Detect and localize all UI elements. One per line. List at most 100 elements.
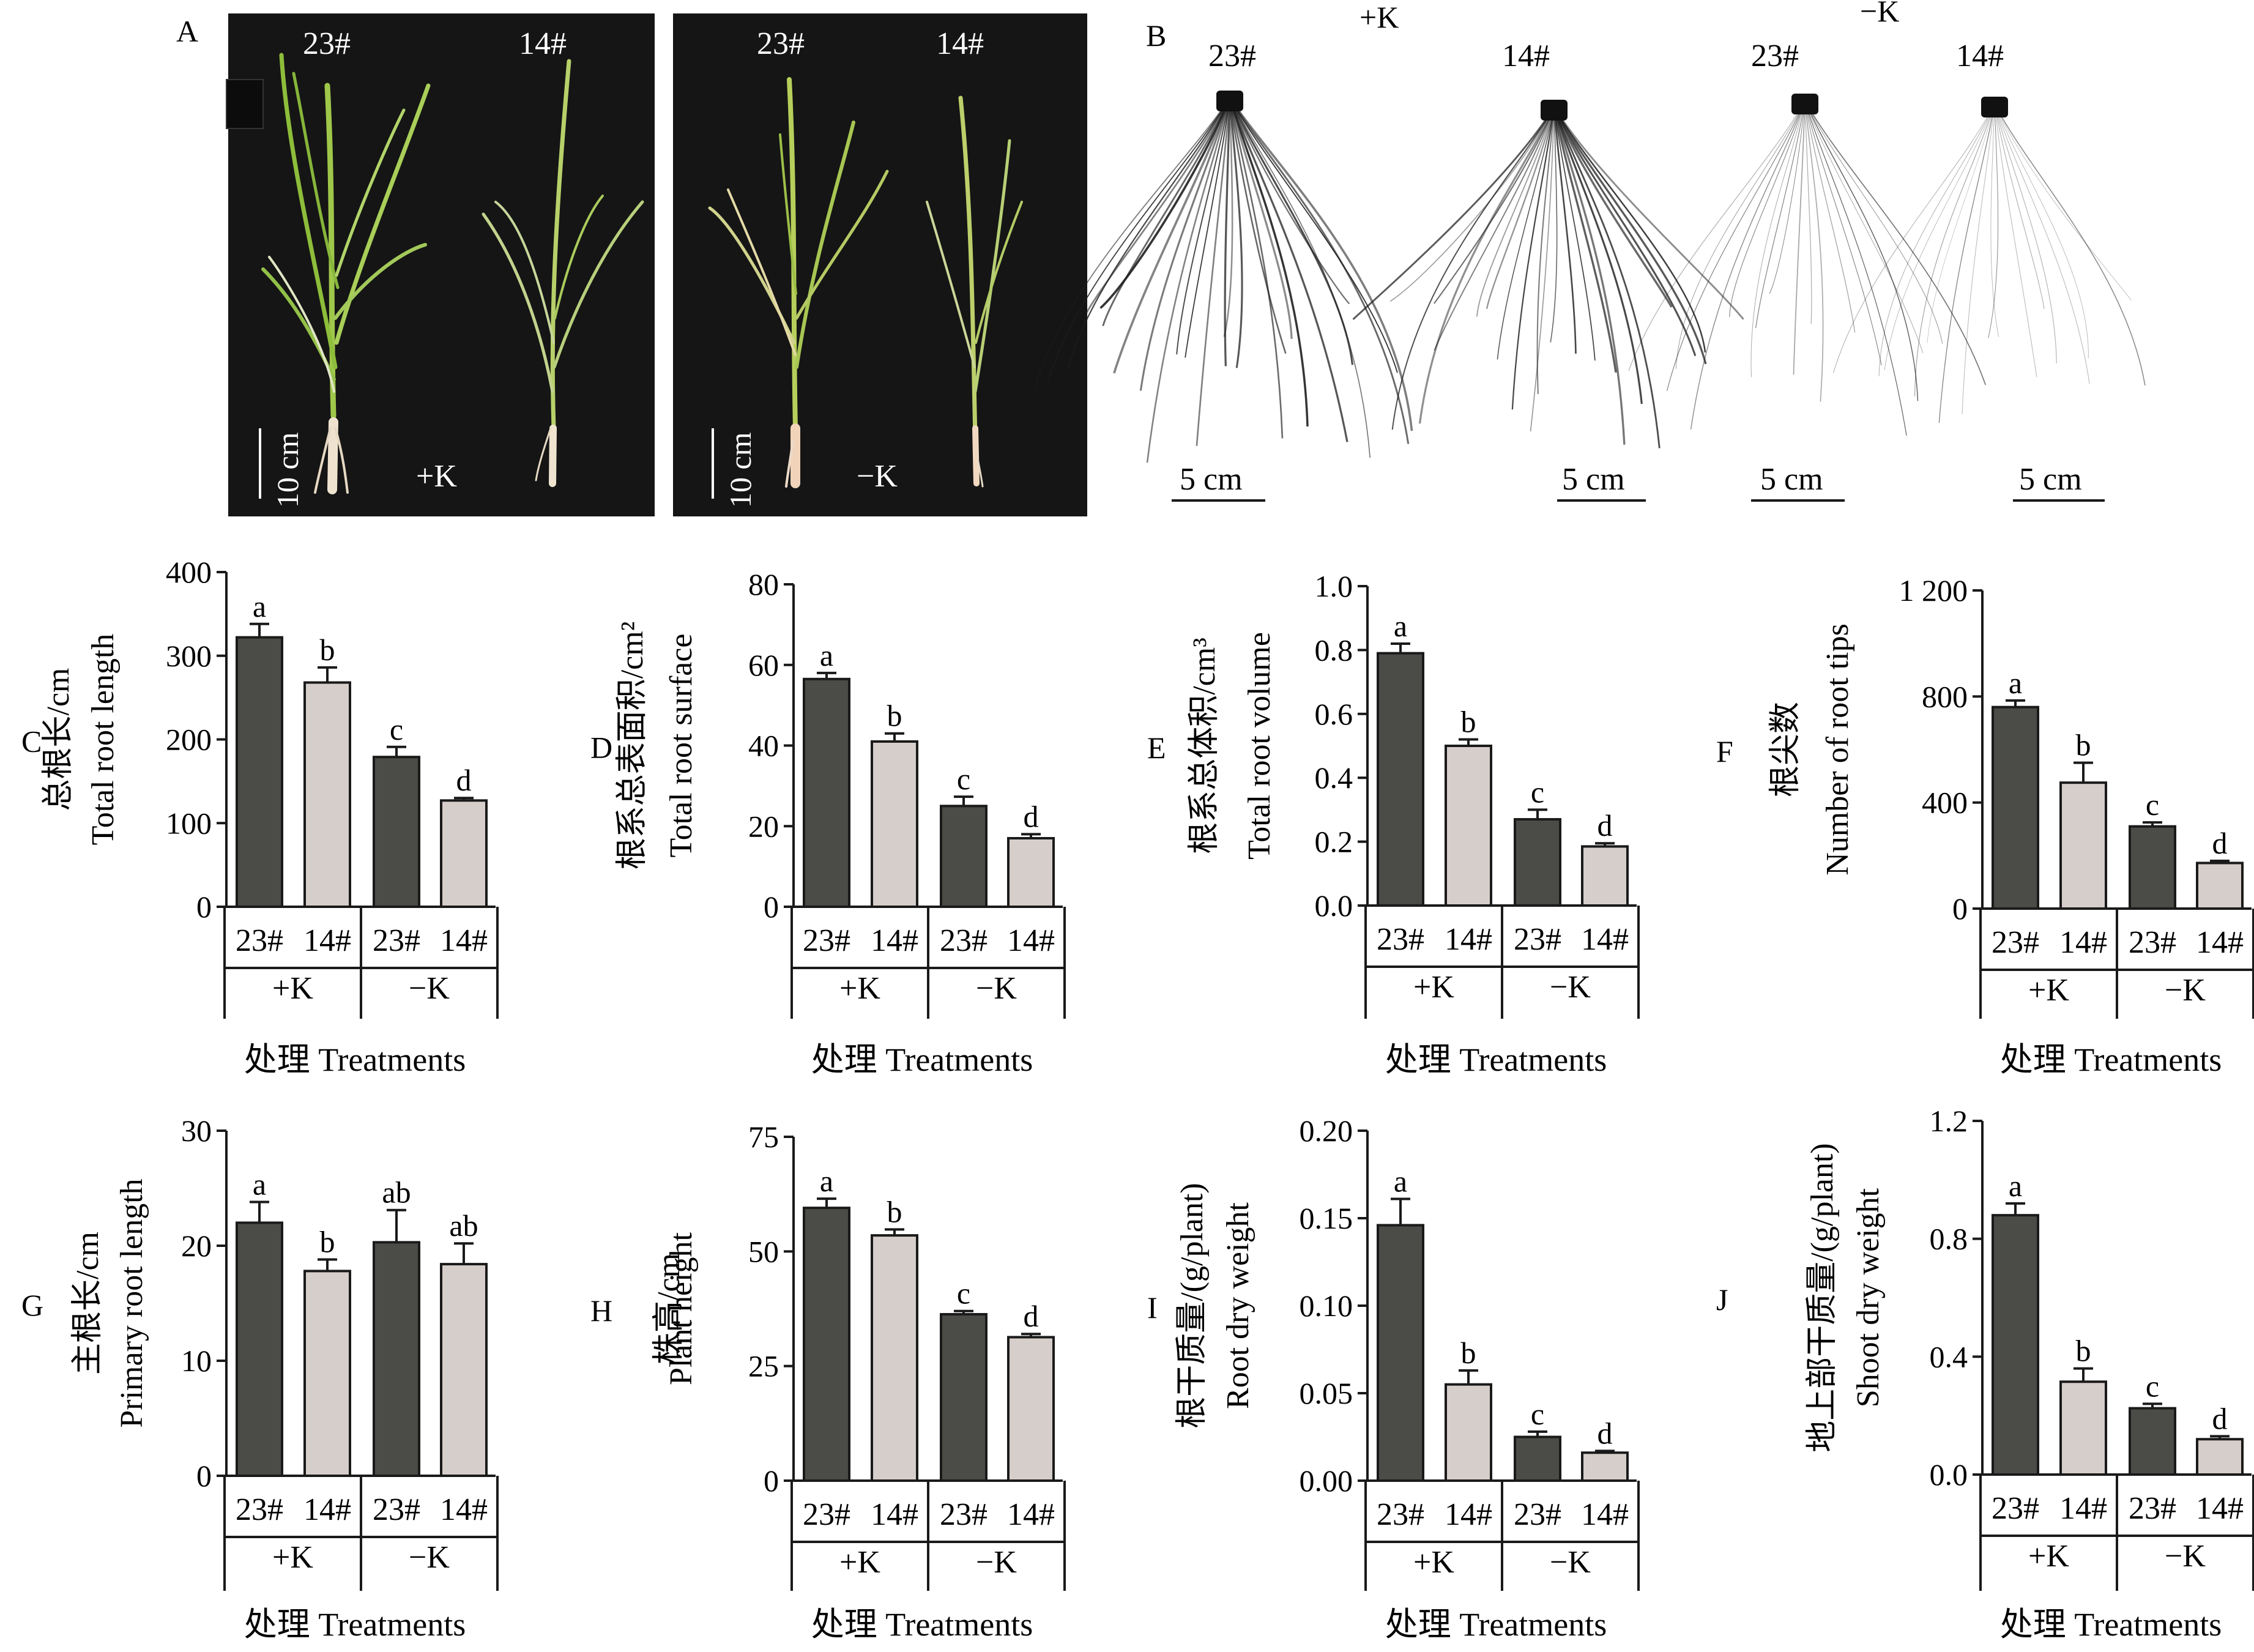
category-label: 23#: [1992, 925, 2039, 960]
y-tick-label: 75: [748, 1120, 779, 1154]
x-axis-label: 处理 Treatments: [2000, 1606, 2222, 1643]
significance-letter: b: [887, 699, 902, 733]
group-label: +K: [839, 1545, 880, 1580]
category-label: 23#: [803, 923, 850, 958]
photo-a2-scale: 10 cm: [723, 432, 757, 508]
x-axis-label: 处理 Treatments: [811, 1606, 1033, 1643]
category-label: 14#: [303, 923, 351, 958]
group-label: +K: [1413, 970, 1454, 1005]
category-label: 23#: [2129, 1491, 2176, 1526]
panel-b-genotype-2: 14#: [1502, 39, 1550, 73]
y-tick-label: 1 200: [1899, 573, 1968, 608]
bar: [236, 636, 283, 909]
group-label: −K: [2165, 1539, 2206, 1574]
significance-letter: a: [2009, 666, 2022, 700]
photo-a2-treatment: −K: [857, 459, 898, 494]
root-scan-1: [1033, 91, 1413, 463]
y-tick-label: 60: [748, 648, 779, 682]
significance-letter: a: [2009, 1169, 2022, 1203]
root-scan-2: [1352, 100, 1744, 448]
significance-letter: c: [957, 762, 970, 796]
significance-letter: b: [320, 633, 335, 667]
category-label: 23#: [1377, 922, 1424, 957]
bar: [2059, 781, 2107, 910]
bar: [871, 740, 918, 908]
y-axis-label-en: Total root surface: [664, 634, 699, 858]
y-axis-label-en: Primary root length: [114, 1178, 149, 1427]
bar: [303, 1270, 351, 1478]
y-tick-label: 0.20: [1300, 1114, 1353, 1148]
panel-a-photo-minusk: 23# 14# 10 cm −K: [673, 13, 1087, 516]
category-label: 23#: [1514, 1497, 1561, 1532]
significance-letter: b: [320, 1225, 335, 1259]
y-tick-label: 300: [166, 639, 212, 673]
bar: [1445, 1383, 1492, 1482]
chart-panel-c: C 0 100 200 300 400 Total root length 总根长/cm a 23…: [21, 555, 499, 1078]
y-tick-label: 0.00: [1300, 1464, 1353, 1498]
y-tick-label: 0: [196, 890, 212, 924]
category-label: 23#: [373, 1492, 420, 1527]
panel-label-e: E: [1147, 731, 1166, 765]
significance-letter: c: [2146, 1369, 2159, 1403]
y-axis-label-en: Plant height: [664, 1232, 699, 1385]
y-tick-label: 1.0: [1315, 569, 1353, 603]
panel-b-label: B: [1146, 18, 1166, 53]
photo-a1-scale: 10 cm: [270, 432, 305, 508]
panel-label-d: D: [590, 731, 612, 765]
bar: [236, 1221, 283, 1478]
category-label: 14#: [2059, 1491, 2107, 1526]
y-axis-label-cn: 主根长/cm: [70, 1232, 105, 1375]
y-tick-label: 0.0: [1315, 888, 1353, 923]
significance-letter: ab: [449, 1208, 478, 1243]
x-axis-label: 处理 Treatments: [244, 1041, 466, 1078]
panel-b-genotype-4: 14#: [1956, 39, 2004, 73]
category-label: 23#: [1514, 922, 1561, 957]
significance-letter: b: [2076, 728, 2091, 762]
panel-label-i: I: [1147, 1290, 1158, 1325]
panel-b-group-plusk: +K: [1359, 0, 1399, 34]
panel-b-scale-4: 5 cm: [2019, 462, 2082, 497]
photo-a2-genotype-1: 23#: [757, 26, 805, 61]
significance-letter: d: [2212, 1401, 2228, 1435]
y-axis-label-cn: 根干质量/(g/plant): [1175, 1183, 1210, 1429]
root-scan-3: [1628, 94, 1987, 436]
y-tick-label: 40: [748, 729, 779, 763]
x-axis-label: 处理 Treatments: [2000, 1041, 2222, 1078]
rice-seedling-23-minusk: [708, 77, 889, 488]
bar: [303, 681, 351, 908]
significance-letter: d: [1598, 1416, 1613, 1450]
panel-b-group-minusk: −K: [1860, 0, 1899, 28]
y-tick-label: 20: [748, 809, 779, 843]
y-axis-label-en: Total root length: [86, 634, 121, 846]
bar: [440, 1263, 488, 1478]
y-tick-label: 0.10: [1300, 1289, 1353, 1323]
group-label: −K: [1550, 1545, 1591, 1580]
group-label: −K: [409, 1540, 450, 1575]
significance-letter: a: [820, 1164, 833, 1198]
bar: [2196, 1438, 2244, 1476]
chart-panel-i: I 0.00 0.05 0.10 0.15 0.20 Root dry weight 根干质量…: [1147, 1114, 1640, 1643]
bar: [2196, 861, 2244, 910]
group-label: +K: [839, 971, 880, 1006]
bar: [803, 1207, 850, 1482]
bar: [2129, 825, 2176, 910]
y-tick-label: 0.0: [1930, 1457, 1968, 1492]
x-axis-label: 处理 Treatments: [244, 1606, 466, 1643]
category-label: 23#: [940, 923, 988, 958]
chart-panel-d: D 0 20 40 60 80 Total root surface 根系总表面积/cm² a 2…: [590, 567, 1066, 1078]
category-label: 14#: [2196, 1491, 2244, 1526]
y-axis-label-en: Shoot dry weight: [1851, 1188, 1886, 1407]
bar: [1514, 1435, 1561, 1482]
category-label: 14#: [303, 1492, 351, 1527]
y-tick-label: 0.05: [1300, 1376, 1353, 1410]
significance-letter: c: [1531, 1397, 1544, 1431]
bar: [1007, 837, 1055, 908]
category-label: 23#: [236, 923, 283, 958]
y-tick-label: 30: [181, 1114, 212, 1148]
chart-panel-g: G 0 10 20 30 Primary root length 主根长/cm a 23# b 14…: [21, 1114, 499, 1643]
y-axis-label-cn: 根系总体积/cm³: [1187, 638, 1222, 854]
group-label: −K: [976, 971, 1017, 1006]
rice-seedling-23-plusk: [261, 53, 431, 494]
